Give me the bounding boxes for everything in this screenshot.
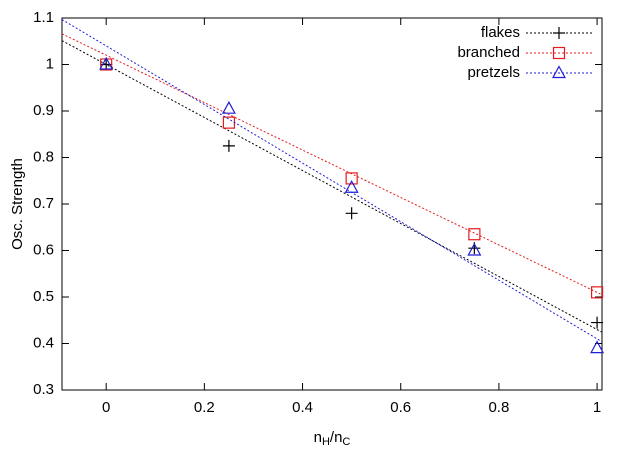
- marker: [99, 56, 114, 70]
- fit-line: [62, 33, 602, 296]
- x-label-sub: C: [342, 436, 350, 448]
- y-tick-label: 0.7: [33, 195, 54, 212]
- x-label-part: n: [314, 429, 322, 446]
- x-label-part: /n: [330, 429, 343, 446]
- marker: [553, 27, 565, 39]
- x-tick-label: 0: [102, 399, 110, 416]
- y-axis-label: Osc. Strength: [9, 158, 26, 250]
- y-tick-label: 0.4: [33, 334, 54, 351]
- y-tick-label: 0.8: [33, 148, 54, 165]
- marker: [590, 340, 605, 354]
- fit-line: [62, 19, 602, 343]
- x-tick-label: 1: [593, 399, 601, 416]
- plot-frame: [61, 17, 603, 391]
- marker: [551, 65, 567, 79]
- y-tick-label: 0.6: [33, 241, 54, 258]
- marker: [468, 228, 481, 241]
- y-tick-label: 1.1: [33, 9, 54, 26]
- marker: [552, 46, 566, 60]
- x-axis-label: nH/nC: [314, 429, 351, 448]
- y-tick-label: 0.5: [33, 288, 54, 305]
- marker: [221, 100, 236, 114]
- x-tick-label: 0.4: [292, 399, 313, 416]
- x-tick-label: 0.8: [488, 399, 509, 416]
- marker: [590, 286, 604, 299]
- legend-label: pretzels: [467, 64, 520, 81]
- marker: [591, 316, 604, 329]
- y-tick-label: 1: [46, 55, 54, 72]
- marker: [467, 242, 482, 256]
- marker: [222, 139, 235, 152]
- fit-line: [62, 40, 602, 333]
- marker: [345, 172, 358, 185]
- y-tick-label: 0.3: [33, 381, 54, 398]
- x-tick-label: 0.2: [194, 399, 215, 416]
- x-tick-label: 0.6: [390, 399, 411, 416]
- legend-label: flakes: [481, 24, 520, 41]
- y-tick-label: 0.9: [33, 102, 54, 119]
- legend-label: branched: [457, 44, 520, 61]
- x-label-sub: H: [322, 436, 330, 448]
- marker: [345, 207, 358, 220]
- marker: [344, 179, 359, 193]
- marker: [222, 116, 236, 129]
